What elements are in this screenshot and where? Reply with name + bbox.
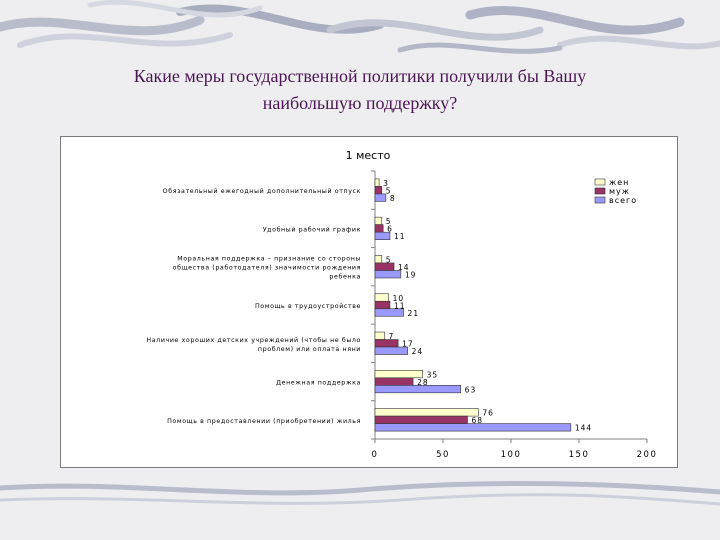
- x-tick-label-0: 0: [372, 450, 379, 460]
- x-tick-label-1: 50: [436, 450, 450, 460]
- legend-swatch-жен: [594, 178, 606, 186]
- data-label-всего-1: 11: [394, 232, 406, 241]
- x-tick-label-2: 100: [501, 450, 522, 460]
- data-label-всего-4: 24: [412, 347, 424, 356]
- category-label-2-line-0: Моральная поддержка – признание со сторо…: [177, 256, 361, 263]
- data-label-жен-2: 5: [386, 255, 392, 264]
- bar-всего-5: [374, 385, 461, 394]
- bar-муж-3: [374, 300, 391, 310]
- category-label-5: Денежная поддержка: [276, 380, 361, 387]
- bar-муж-4: [374, 339, 399, 348]
- bar-жен-4: [374, 331, 385, 340]
- data-label-муж-2: 14: [398, 263, 410, 272]
- bar-муж-5: [374, 377, 414, 386]
- bar-жен-1: [374, 216, 383, 225]
- data-label-всего-2: 19: [405, 270, 417, 279]
- slide-title-line-2: наибольшую поддержку?: [262, 93, 458, 113]
- legend-label-муж: муж: [609, 187, 630, 196]
- legend-swatch-муж: [594, 187, 606, 195]
- data-label-муж-3: 11: [394, 301, 406, 310]
- category-label-2-line-2: ребенка: [329, 273, 361, 281]
- data-label-жен-5: 35: [427, 370, 439, 379]
- data-label-всего-5: 63: [465, 385, 477, 394]
- slide-title-line-1: Какие меры государственной политики полу…: [133, 66, 587, 86]
- category-label-1: Удобный рабочий график: [263, 225, 361, 233]
- bar-муж-1: [374, 224, 384, 233]
- data-label-муж-6: 68: [471, 416, 483, 425]
- bar-всего-2: [374, 270, 402, 279]
- category-label-6: Помощь в предоставлении (приобретении) ж…: [167, 417, 361, 425]
- data-label-муж-1: 6: [387, 225, 393, 234]
- category-label-3: Помощь в трудоустройстве: [255, 302, 361, 310]
- bar-всего-4: [374, 346, 408, 355]
- legend-label-жен: жен: [609, 178, 629, 187]
- data-label-муж-4: 17: [402, 340, 414, 349]
- bar-жен-3: [374, 293, 389, 302]
- category-label-4-line-0: Наличие хороших детских учреждений (чтоб…: [146, 336, 361, 344]
- chart-title: 1 место: [346, 149, 391, 162]
- x-tick-label-3: 150: [569, 450, 590, 460]
- category-label-2-line-1: общества (работодателя) значимости рожде…: [173, 264, 361, 272]
- bar-всего-1: [374, 231, 391, 240]
- category-label-0: Обязательный ежегодный дополнительный от…: [163, 187, 361, 195]
- bar-всего-3: [374, 308, 404, 317]
- data-label-всего-0: 8: [390, 194, 396, 203]
- data-label-муж-5: 28: [417, 378, 429, 387]
- data-label-всего-6: 144: [575, 424, 592, 433]
- bar-всего-0: [374, 193, 387, 202]
- bar-жен-2: [374, 255, 383, 264]
- data-label-всего-3: 21: [408, 309, 420, 318]
- bar-муж-0: [374, 186, 383, 195]
- bar-муж-6: [374, 415, 468, 424]
- bar-жен-0: [374, 178, 380, 187]
- bar-жен-5: [374, 370, 423, 379]
- legend-swatch-всего: [594, 196, 606, 204]
- bar-всего-6: [374, 423, 572, 432]
- x-tick-label-4: 200: [637, 450, 658, 460]
- bar-жен-6: [374, 408, 479, 417]
- data-label-жен-0: 3: [383, 179, 389, 188]
- data-label-жен-1: 5: [386, 217, 392, 226]
- legend-label-всего: всего: [609, 196, 637, 205]
- data-label-жен-6: 76: [482, 409, 494, 418]
- data-label-жен-4: 7: [389, 332, 395, 341]
- chart-panel: 1 место 0 50 100 150 200 3 5 8 Обязательный ежего…: [60, 136, 678, 468]
- category-label-4-line-1: проблем) или оплата няни: [258, 345, 361, 353]
- data-label-муж-0: 5: [386, 186, 392, 195]
- bar-муж-2: [374, 262, 395, 271]
- data-label-жен-3: 10: [393, 294, 405, 303]
